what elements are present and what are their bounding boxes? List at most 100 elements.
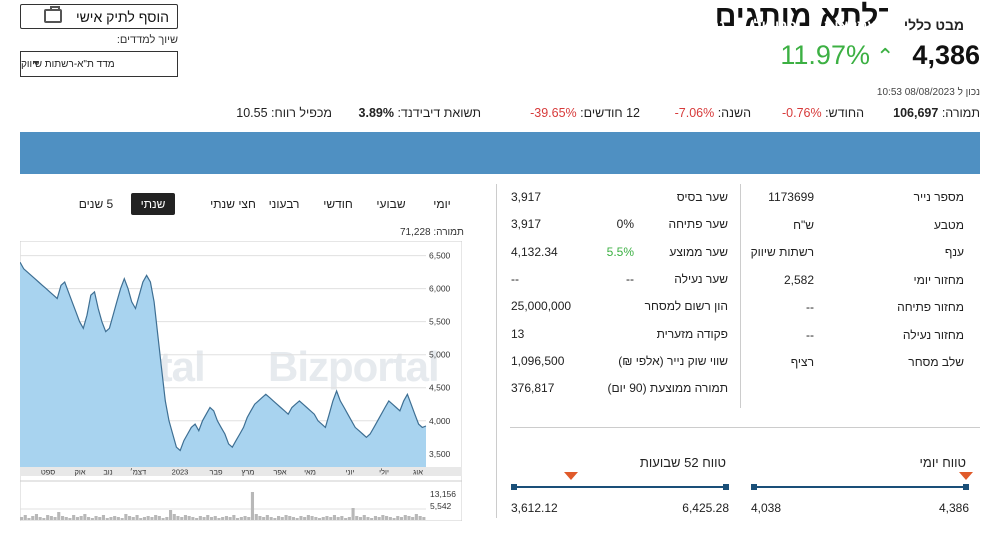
tab-recommendations[interactable]: המלצות [543, 17, 595, 33]
volume-bar [198, 516, 202, 520]
volume-bar [291, 517, 296, 520]
info-value: 4,132.34 [511, 244, 558, 259]
tab-news[interactable]: חדשות [620, 17, 664, 33]
index-select[interactable]: מדד ת"א-רשתות שיווק [20, 51, 178, 77]
volume-bar [49, 516, 53, 520]
stat-value: 10.55 [236, 106, 268, 120]
stat-label: תמורה: [938, 106, 980, 120]
volume-bar [325, 516, 329, 520]
y-tick-label: 6,000 [429, 284, 451, 294]
tab-reports[interactable]: דוחות [405, 17, 443, 33]
volume-bar [399, 517, 404, 520]
info-value: -- [511, 271, 519, 286]
tab-charts[interactable]: גרפים [688, 17, 726, 33]
info-value: 1,096,500 [511, 353, 565, 368]
volume-bar [217, 518, 221, 520]
volume-bar [191, 517, 195, 520]
volume-label: תמורה: 71,228 [400, 227, 464, 238]
volume-bar [418, 516, 422, 520]
y-tick-label: 3,500 [429, 449, 451, 459]
volume-bar [407, 516, 411, 520]
stat-item: החודש: -0.76% [782, 106, 864, 124]
volume-bar [411, 517, 415, 520]
volume-bar [299, 516, 303, 520]
info-label: מחזור יומי [913, 272, 964, 287]
range-marker-icon [564, 472, 579, 480]
stat-label: תשואת דיבידנד: [393, 106, 481, 120]
info-label: תמורה ממוצעת (90 יום) [607, 381, 728, 396]
range-bar [754, 486, 966, 488]
range-low: 4,038 [751, 501, 782, 515]
volume-bar [239, 517, 243, 520]
period-option[interactable]: שבועי [376, 197, 406, 211]
period-option[interactable]: שנתי [131, 193, 175, 215]
tab-overview[interactable]: מבט כללי [888, 8, 980, 42]
volume-tick-label: 5,542 [430, 501, 452, 511]
stat-item: מכפיל רווח: 10.55 [236, 106, 332, 124]
period-option[interactable]: חצי שנתי [210, 197, 256, 211]
volume-bar [366, 517, 370, 520]
period-option[interactable]: רבעוני [268, 197, 300, 211]
x-tick-label: יולי [379, 468, 389, 477]
add-to-portfolio-button[interactable]: הוסף לתיק אישי [20, 4, 178, 29]
volume-bar [20, 517, 24, 520]
volume-bar [31, 516, 35, 520]
volume-bar [72, 515, 76, 520]
tab-performance[interactable]: ביצועים [468, 17, 518, 33]
tab-dividends[interactable]: דיבידנדים [231, 17, 293, 33]
info-label: ענף [944, 245, 964, 259]
info-label: מטבע [934, 217, 964, 232]
info-label: הון רשום למסחר [644, 299, 728, 314]
volume-bar [388, 517, 392, 520]
tab-trades[interactable]: עסקאות [824, 17, 876, 33]
volume-bar [169, 510, 173, 520]
watermark: Bizportal [268, 343, 439, 390]
volume-bar [329, 517, 333, 520]
period-option[interactable]: 5 שנים [78, 197, 114, 211]
volume-bar [46, 515, 50, 520]
volume-bar [295, 518, 299, 520]
chart-svg: BizportalBizportal6,5006,0005,5005,0004,… [19, 240, 463, 522]
volume-bar [68, 518, 72, 520]
briefcase-icon [44, 6, 62, 23]
info-extra: 0% [616, 217, 634, 232]
price-chart: BizportalBizportal6,5006,0005,5005,0004,… [19, 240, 463, 522]
volume-bar [75, 517, 80, 520]
stat-value: -39.65% [530, 106, 577, 120]
volume-bar [38, 517, 42, 520]
volume-bar [280, 517, 284, 520]
divider [496, 184, 497, 518]
volume-bar [87, 517, 91, 520]
volume-bar [42, 518, 46, 520]
volume-bar [243, 516, 247, 520]
info-value: 2,582 [783, 272, 814, 287]
tab-profile[interactable]: פרופיל [753, 17, 797, 33]
price-line [19, 261, 427, 452]
volume-bar [213, 516, 217, 520]
stat-label: החודש: [821, 106, 864, 120]
period-option[interactable]: יומי [433, 197, 451, 211]
volume-bar [61, 516, 65, 520]
volume-bar [187, 516, 191, 520]
volume-bar [314, 517, 318, 520]
period-option[interactable]: חודשי [323, 197, 353, 211]
volume-bar [109, 517, 113, 520]
x-tick-label: אוק [74, 468, 85, 477]
info-extra: 5.5% [606, 244, 634, 259]
volume-bar [98, 517, 102, 520]
stat-item: השנה: -7.06% [675, 106, 751, 124]
x-tick-label: מאי [304, 468, 316, 477]
info-value: -- [806, 300, 814, 314]
info-value: רשתות שיווק [750, 245, 814, 259]
volume-bar [161, 518, 165, 520]
volume-bar [113, 516, 117, 520]
caret-down-icon [33, 61, 39, 65]
volume-bar [381, 515, 385, 520]
volume-bar [284, 515, 288, 520]
tab-stakeholders[interactable]: בעלי עניין [317, 17, 379, 33]
volume-bar [247, 517, 251, 520]
volume-bar [183, 515, 188, 520]
x-tick-label: אפר [273, 468, 287, 477]
stat-label: השנה: [714, 106, 751, 120]
volume-bar [351, 508, 355, 520]
